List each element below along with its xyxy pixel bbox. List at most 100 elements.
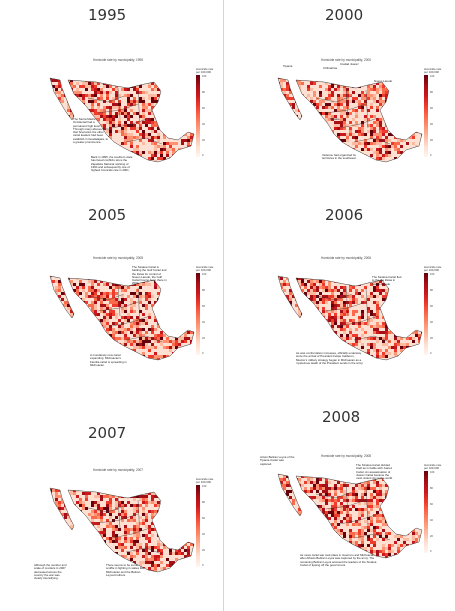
municipality-cell	[142, 516, 145, 519]
municipality-cell	[319, 276, 322, 277]
municipality-cell	[403, 88, 406, 91]
municipality-cell	[274, 352, 277, 355]
municipality-cell	[151, 346, 154, 349]
municipality-cell	[340, 286, 343, 289]
municipality-cell	[283, 148, 286, 151]
municipality-cell	[307, 139, 310, 142]
municipality-cell	[394, 349, 397, 352]
municipality-cell	[145, 292, 148, 295]
municipality-cell	[379, 151, 382, 154]
municipality-cell	[310, 340, 313, 343]
mexico-choropleth-map	[49, 487, 195, 573]
municipality-cell	[166, 82, 169, 85]
municipality-cell	[88, 82, 91, 85]
municipality-cell	[340, 298, 343, 301]
municipality-cell	[46, 127, 49, 130]
municipality-cell	[58, 136, 61, 139]
municipality-cell	[184, 310, 187, 313]
municipality-cell	[403, 136, 406, 139]
municipality-cell	[76, 525, 79, 528]
municipality-cell	[94, 106, 97, 109]
municipality-cell	[187, 145, 190, 148]
municipality-cell	[67, 322, 70, 325]
municipality-cell	[385, 160, 388, 162]
municipality-cell	[64, 488, 67, 489]
municipality-cell	[145, 343, 148, 346]
municipality-cell	[142, 118, 145, 121]
municipality-cell	[46, 346, 49, 349]
municipality-cell	[50, 298, 52, 301]
municipality-cell	[286, 277, 289, 280]
municipality-cell	[130, 337, 133, 340]
municipality-cell	[373, 286, 376, 289]
municipality-cell	[376, 124, 379, 127]
municipality-cell	[304, 151, 307, 154]
municipality-cell	[187, 522, 190, 525]
municipality-cell	[79, 154, 82, 157]
municipality-cell	[82, 276, 85, 277]
municipality-cell	[412, 133, 415, 136]
municipality-cell	[139, 358, 142, 360]
municipality-cell	[340, 328, 343, 331]
state-border	[111, 117, 151, 129]
municipality-cell	[355, 103, 358, 106]
municipality-cell	[94, 310, 97, 313]
municipality-cell	[367, 97, 370, 100]
municipality-cell	[112, 100, 115, 103]
municipality-cell	[127, 139, 130, 142]
municipality-cell	[97, 280, 100, 283]
municipality-cell	[133, 295, 136, 298]
municipality-cell	[94, 103, 97, 106]
municipality-cell	[139, 109, 142, 112]
municipality-cell	[301, 322, 304, 325]
municipality-cell	[136, 340, 139, 343]
municipality-cell	[94, 295, 97, 298]
municipality-cell	[58, 346, 61, 349]
municipality-cell	[304, 343, 307, 346]
municipality-cell	[76, 519, 79, 522]
municipality-cell	[190, 319, 193, 322]
municipality-cell	[85, 163, 88, 166]
municipality-cell	[97, 78, 100, 79]
municipality-cell	[385, 355, 388, 358]
municipality-cell	[278, 91, 280, 94]
municipality-cell	[151, 331, 154, 334]
municipality-cell	[73, 340, 76, 343]
municipality-cell	[337, 88, 340, 91]
municipality-cell	[403, 121, 406, 124]
municipality-cell	[50, 519, 52, 522]
municipality-cell	[304, 322, 307, 325]
municipality-cell	[391, 106, 394, 109]
municipality-cell	[322, 313, 325, 316]
municipality-cell	[388, 145, 391, 148]
municipality-cell	[67, 91, 70, 94]
municipality-cell	[415, 121, 418, 124]
municipality-cell	[361, 295, 364, 298]
municipality-cell	[379, 154, 382, 157]
municipality-cell	[391, 316, 394, 319]
municipality-cell	[172, 513, 175, 516]
municipality-cell	[325, 148, 328, 151]
municipality-cell	[343, 292, 346, 295]
municipality-cell	[367, 109, 370, 112]
municipality-cell	[343, 331, 346, 334]
municipality-cell	[415, 280, 418, 283]
municipality-cell	[169, 301, 172, 304]
municipality-cell	[94, 292, 97, 295]
municipality-cell	[76, 94, 79, 97]
municipality-cell	[70, 328, 73, 331]
municipality-cell	[340, 280, 343, 283]
municipality-cell	[295, 304, 298, 307]
municipality-cell	[295, 130, 298, 133]
municipality-cell	[418, 280, 421, 283]
municipality-cell	[319, 112, 322, 115]
municipality-cell	[133, 346, 136, 349]
municipality-cell	[415, 286, 418, 289]
municipality-cell	[388, 292, 391, 295]
municipality-cell	[301, 295, 304, 298]
municipality-cell	[334, 304, 337, 307]
municipality-cell	[46, 91, 49, 94]
municipality-cell	[278, 325, 280, 328]
municipality-cell	[421, 361, 424, 364]
municipality-cell	[361, 310, 364, 313]
